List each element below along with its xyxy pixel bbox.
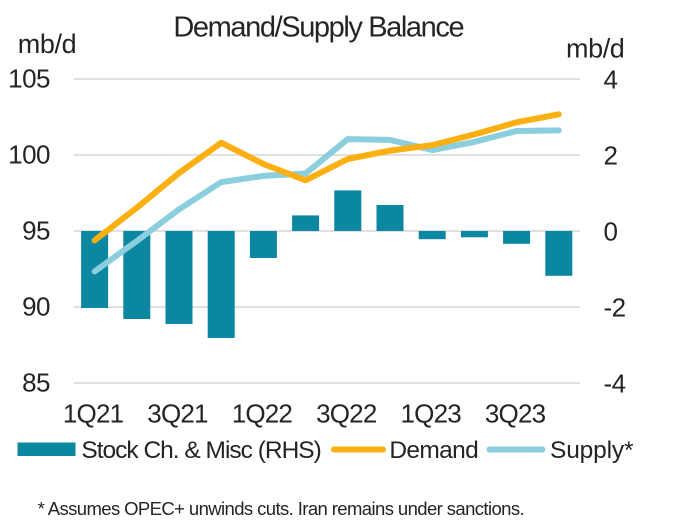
svg-text:mb/d: mb/d (18, 29, 76, 59)
svg-text:3Q23: 3Q23 (485, 399, 546, 429)
svg-text:3Q21: 3Q21 (147, 399, 208, 429)
svg-text:1Q22: 1Q22 (232, 399, 293, 429)
svg-text:3Q22: 3Q22 (316, 399, 377, 429)
svg-text:mb/d: mb/d (566, 34, 624, 64)
svg-text:4: 4 (604, 65, 618, 95)
svg-text:Supply*: Supply* (550, 437, 634, 464)
svg-text:* Assumes OPEC+ unwinds cuts.: * Assumes OPEC+ unwinds cuts. Iran remai… (38, 498, 524, 519)
svg-text:Stock Ch. & Misc (RHS): Stock Ch. & Misc (RHS) (81, 437, 320, 464)
svg-text:105: 105 (8, 64, 50, 94)
svg-text:1Q21: 1Q21 (63, 399, 124, 429)
svg-text:0: 0 (604, 217, 618, 247)
svg-text:95: 95 (22, 216, 50, 246)
svg-text:Demand: Demand (389, 437, 478, 464)
svg-text:Demand/Supply Balance: Demand/Supply Balance (173, 12, 463, 44)
svg-text:85: 85 (22, 368, 50, 398)
svg-text:100: 100 (8, 140, 50, 170)
svg-text:1Q23: 1Q23 (400, 399, 461, 429)
svg-text:90: 90 (22, 292, 50, 322)
svg-text:-4: -4 (604, 369, 626, 399)
svg-text:-2: -2 (604, 293, 626, 323)
svg-text:2: 2 (604, 141, 618, 171)
